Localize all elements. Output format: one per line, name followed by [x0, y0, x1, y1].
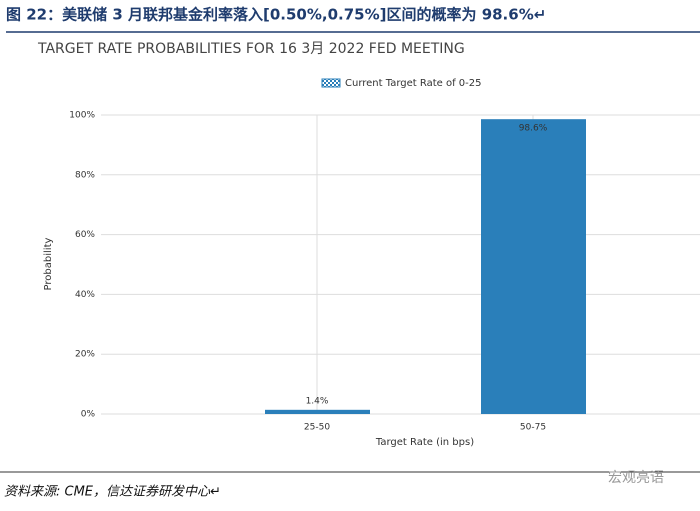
y-tick-label: 100%: [69, 111, 95, 121]
bar: [481, 119, 586, 414]
source: 资料来源: CME，信达证券研发中心↵: [4, 485, 221, 500]
y-tick-label: 60%: [75, 230, 95, 240]
bar: [265, 409, 370, 414]
plot: 0% 20% 40% 60% 80% 100% 25-50 1.4% 50-75 98.6%: [69, 111, 700, 433]
chart-title: TARGET RATE PROBABILITIES FOR 16 3月 2022…: [37, 41, 465, 57]
y-axis-label: Probability: [43, 237, 54, 290]
x-axis-label: Target Rate (in bps): [375, 437, 474, 448]
value-label: 98.6%: [519, 124, 548, 134]
y-tick-label: 20%: [75, 350, 95, 360]
value-label: 1.4%: [306, 396, 329, 406]
y-tick-label: 0%: [81, 410, 96, 420]
legend-label: Current Target Rate of 0-25: [345, 78, 481, 89]
x-tick-label: 50-75: [520, 423, 546, 433]
legend-swatch: [321, 78, 341, 88]
watermark: 宏观亮语: [608, 469, 664, 486]
figure-title: 图 22：美联储 3 月联邦基金利率落入[0.50%,0.75%]区间的概率为 …: [6, 6, 546, 24]
x-tick-label: 25-50: [304, 423, 330, 433]
y-tick-label: 40%: [75, 290, 95, 300]
y-tick-label: 80%: [75, 170, 95, 180]
